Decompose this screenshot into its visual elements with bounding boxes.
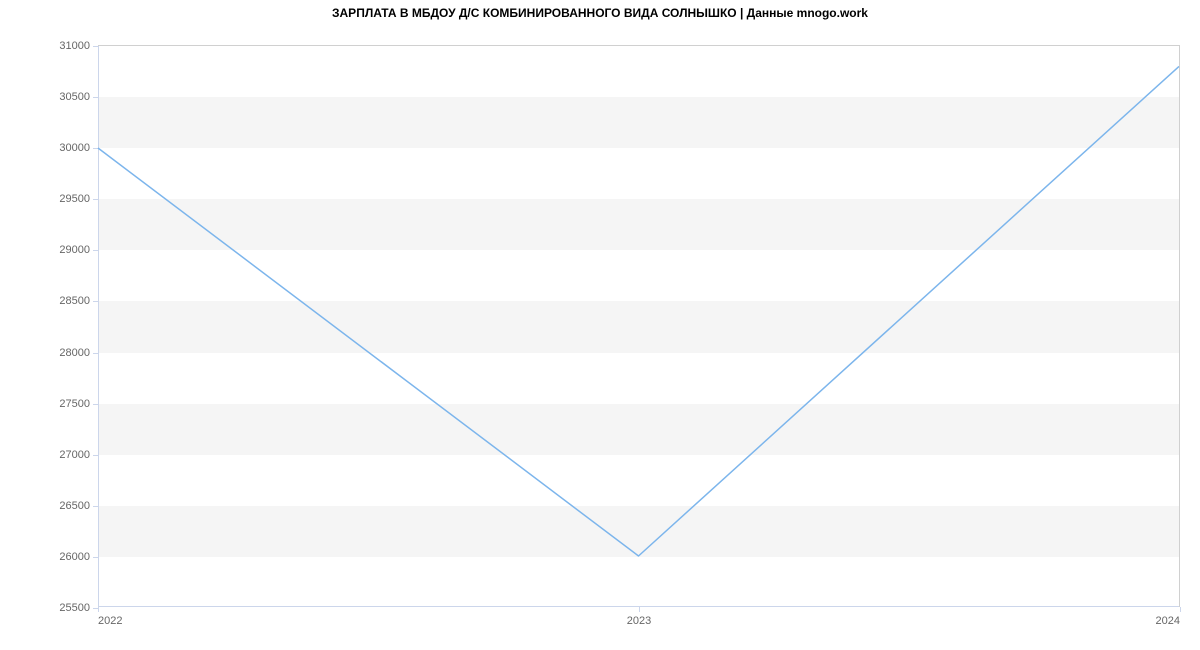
y-tick-label: 31000 — [59, 40, 90, 52]
x-tick-mark — [639, 607, 640, 612]
x-tick-label: 2024 — [1156, 615, 1180, 627]
y-tick-label: 28000 — [59, 347, 90, 359]
plot-area: 2550026000265002700027500280002850029000… — [98, 45, 1180, 607]
y-tick-label: 27000 — [59, 449, 90, 461]
line-layer — [98, 46, 1179, 607]
x-tick-mark — [98, 607, 99, 612]
y-tick-label: 27500 — [59, 398, 90, 410]
y-tick-label: 26500 — [59, 500, 90, 512]
y-tick-label: 30500 — [59, 91, 90, 103]
x-tick-label: 2023 — [627, 615, 651, 627]
y-tick-label: 26000 — [59, 551, 90, 563]
y-tick-label: 28500 — [59, 295, 90, 307]
series-line — [98, 66, 1179, 556]
y-tick-label: 29000 — [59, 244, 90, 256]
y-tick-label: 30000 — [59, 142, 90, 154]
y-tick-label: 29500 — [59, 193, 90, 205]
x-tick-label: 2022 — [98, 615, 122, 627]
y-tick-label: 25500 — [59, 602, 90, 614]
chart-title: ЗАРПЛАТА В МБДОУ Д/С КОМБИНИРОВАННОГО ВИ… — [0, 6, 1200, 20]
x-tick-mark — [1180, 607, 1181, 612]
